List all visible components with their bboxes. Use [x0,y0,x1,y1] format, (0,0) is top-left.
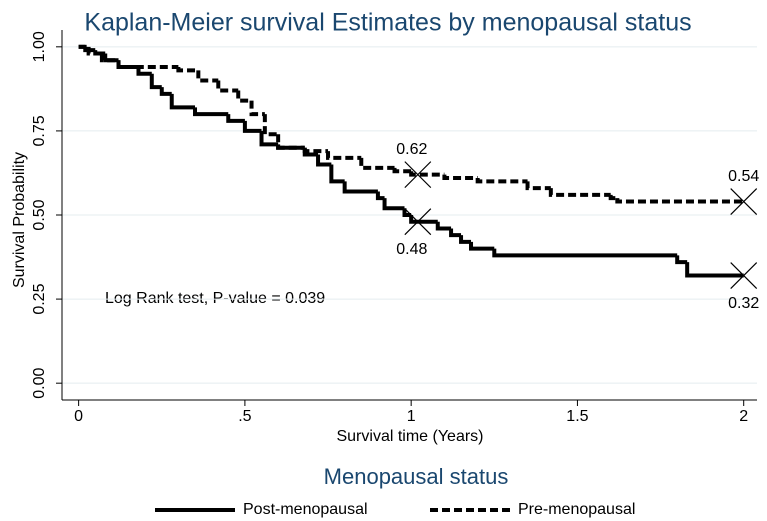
step-segment [159,87,172,96]
point-marker [404,161,432,189]
step-segment [242,120,262,133]
step-segment [359,157,395,170]
step-segment [262,114,279,137]
step-segment [329,164,345,184]
step-segment [259,130,279,147]
step-segment [459,235,472,244]
data-label: 0.48 [396,241,427,258]
data-label: 0.32 [728,295,759,312]
step-segment [382,198,405,211]
step-segment [99,53,119,63]
y-tick-label: 0.75 [31,115,48,146]
chart-title: Kaplan-Meier survival Estimates by menop… [84,9,691,37]
step-segment [442,174,478,180]
step-segment [326,151,362,160]
legend-label: Post-menopausal [243,501,368,518]
y-tick-label: 0.25 [31,283,48,314]
step-segment [136,67,152,76]
step-segment [236,90,252,103]
step-segment [548,188,611,197]
point-marker [404,208,432,236]
y-tick-label: 0.00 [31,368,48,399]
step-segment [116,60,179,69]
step-segment [86,46,102,56]
step-segment [492,248,678,258]
step-segment [193,107,229,117]
step-segment [475,178,528,184]
y-tick-label: 1.00 [31,31,48,62]
step-segment [675,255,688,265]
x-axis-label: Survival time (Years) [336,428,483,445]
legend-title: Menopausal status [324,464,509,489]
step-segment [615,198,744,204]
step-segment [316,154,332,167]
x-tick-label: 1.5 [566,408,588,425]
step-segment [342,181,378,194]
step-segment [226,114,245,123]
data-label: 0.62 [396,141,427,158]
step-segment [685,262,744,278]
step-segment [149,73,162,90]
step-segment [276,134,305,150]
step-segment [302,147,329,154]
step-segment [469,241,495,251]
x-tick-label: 2 [739,408,748,425]
step-segment [608,194,618,201]
x-tick-label: 1 [407,408,416,425]
step-segment [216,80,239,93]
step-segment [176,67,199,73]
step-segment [525,181,551,191]
step-segment [169,93,196,110]
step-segment [409,171,445,177]
y-axis-label: Survival Probability [11,152,28,288]
step-segment [402,208,412,217]
step-segment [375,191,385,201]
data-label: 0.54 [728,168,759,185]
step-segment [435,221,452,231]
point-marker [730,262,758,289]
legend-label: Pre-menopausal [518,501,635,518]
point-marker [730,188,758,215]
step-segment [196,70,219,83]
step-segment [449,228,462,238]
step-segment [249,100,265,117]
step-segment [409,215,438,224]
step-segment [392,167,412,174]
x-tick-label: .5 [238,408,251,425]
y-tick-label: 0.50 [31,199,48,230]
x-tick-label: 0 [74,408,83,425]
